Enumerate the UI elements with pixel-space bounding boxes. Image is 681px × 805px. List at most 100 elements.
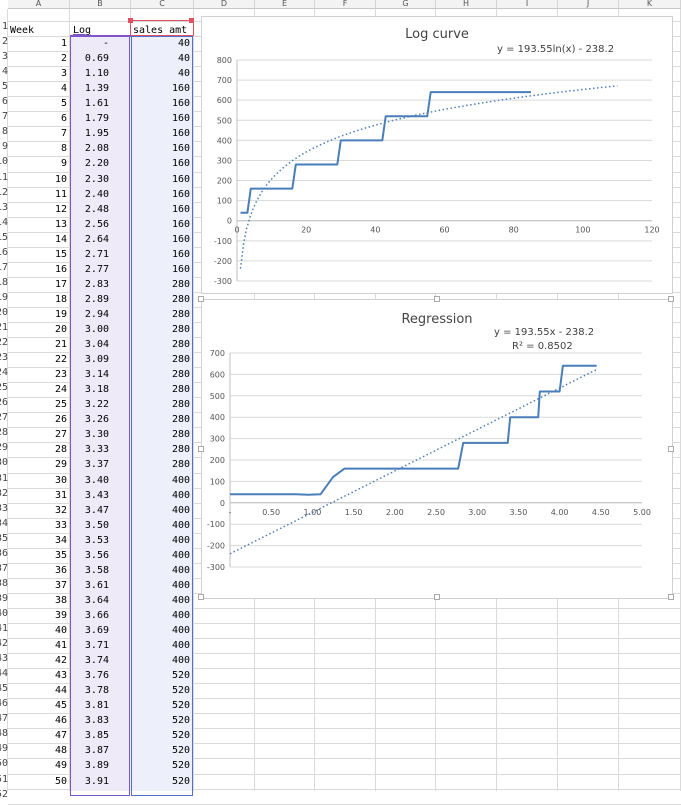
sales-cell[interactable]: 280 <box>171 309 190 320</box>
week-cell[interactable]: 37 <box>54 580 67 591</box>
row-number[interactable]: 29 <box>0 442 8 453</box>
sales-cell[interactable]: 160 <box>171 174 190 185</box>
week-cell[interactable]: 41 <box>54 640 67 651</box>
week-cell[interactable]: 18 <box>54 294 67 305</box>
log-cell[interactable]: 3.89 <box>84 760 109 771</box>
log-cell[interactable]: 1.79 <box>84 113 109 124</box>
column-header-d[interactable]: D <box>194 0 255 9</box>
week-cell[interactable]: 38 <box>54 595 67 606</box>
row-number[interactable]: 30 <box>0 457 8 468</box>
sales-cell[interactable]: 40 <box>177 68 190 79</box>
row-number[interactable]: 8 <box>1 126 8 137</box>
log-cell[interactable]: 3.43 <box>84 490 109 501</box>
sales-cell[interactable]: 400 <box>171 475 190 486</box>
row-number[interactable]: 36 <box>0 548 8 559</box>
log-cell[interactable]: 2.20 <box>84 158 109 169</box>
header-log[interactable]: Log <box>73 25 92 36</box>
week-cell[interactable]: 32 <box>54 505 67 516</box>
row-number[interactable]: 34 <box>0 518 8 529</box>
row-number[interactable]: 38 <box>0 578 8 589</box>
week-cell[interactable]: 21 <box>54 339 67 350</box>
column-header-a[interactable]: A <box>8 0 70 9</box>
log-cell[interactable]: 3.30 <box>84 429 109 440</box>
log-cell[interactable]: 2.30 <box>84 174 109 185</box>
row-number[interactable]: 50 <box>0 758 8 769</box>
week-cell[interactable]: 34 <box>54 535 67 546</box>
regression-chart[interactable]: Regression y = 193.55x - 238.2 R² = 0.85… <box>198 296 674 600</box>
log-cell[interactable]: 2.40 <box>84 189 109 200</box>
row-number[interactable]: 18 <box>0 277 8 288</box>
week-cell[interactable]: 13 <box>54 219 67 230</box>
row-number[interactable]: 31 <box>0 473 8 484</box>
week-cell[interactable]: 46 <box>54 715 67 726</box>
week-cell[interactable]: 48 <box>54 745 67 756</box>
row-number[interactable]: 45 <box>0 683 8 694</box>
log-cell[interactable]: 2.64 <box>84 234 109 245</box>
sales-cell[interactable]: 400 <box>171 580 190 591</box>
log-cell[interactable]: 3.53 <box>84 535 109 546</box>
sales-cell[interactable]: 280 <box>171 444 190 455</box>
row-number[interactable]: 40 <box>0 608 8 619</box>
row-number[interactable]: 37 <box>0 563 8 574</box>
log-cell[interactable]: 2.08 <box>84 143 109 154</box>
sales-cell[interactable]: 160 <box>171 128 190 139</box>
sales-cell[interactable]: 400 <box>171 490 190 501</box>
row-number[interactable]: 49 <box>0 743 8 754</box>
log-cell[interactable]: 1.39 <box>84 83 109 94</box>
week-cell[interactable]: 6 <box>60 113 67 124</box>
sales-cell[interactable]: 520 <box>171 776 190 787</box>
row-number[interactable]: 47 <box>0 713 8 724</box>
sales-cell[interactable]: 160 <box>171 158 190 169</box>
row-number[interactable]: 27 <box>0 412 8 423</box>
week-cell[interactable]: 17 <box>54 279 67 290</box>
row-number[interactable]: 39 <box>0 593 8 604</box>
sales-cell[interactable]: 160 <box>171 204 190 215</box>
log-cell[interactable]: 3.81 <box>84 700 109 711</box>
row-number[interactable]: 33 <box>0 503 8 514</box>
sales-cell[interactable]: 160 <box>171 219 190 230</box>
chart-resize-handle[interactable] <box>198 296 204 302</box>
sales-cell[interactable]: 400 <box>171 565 190 576</box>
sales-cell[interactable]: 280 <box>171 399 190 410</box>
row-number[interactable]: 41 <box>0 623 8 634</box>
week-cell[interactable]: 19 <box>54 309 67 320</box>
log-cell[interactable]: 3.83 <box>84 715 109 726</box>
sales-cell[interactable]: 280 <box>171 354 190 365</box>
log-cell[interactable]: 3.87 <box>84 745 109 756</box>
week-cell[interactable]: 16 <box>54 264 67 275</box>
sales-cell[interactable]: 160 <box>171 189 190 200</box>
log-cell[interactable]: 3.14 <box>84 369 109 380</box>
row-number[interactable]: 28 <box>0 427 8 438</box>
row-number[interactable]: 13 <box>0 202 8 213</box>
log-cell[interactable]: 3.69 <box>84 625 109 636</box>
column-header-c[interactable]: C <box>131 0 194 9</box>
log-cell[interactable]: 3.76 <box>84 670 109 681</box>
row-number[interactable]: 1 <box>1 21 8 32</box>
row-number[interactable]: 25 <box>0 382 8 393</box>
header-week[interactable]: Week <box>10 25 35 36</box>
week-cell[interactable]: 50 <box>54 776 67 787</box>
week-cell[interactable]: 5 <box>60 98 67 109</box>
sales-cell[interactable]: 40 <box>177 38 190 49</box>
selection-handle[interactable] <box>128 18 133 23</box>
column-header-h[interactable]: H <box>436 0 497 9</box>
sales-cell[interactable]: 520 <box>171 685 190 696</box>
column-header-f[interactable]: F <box>315 0 376 9</box>
column-header-g[interactable]: G <box>376 0 436 9</box>
row-number[interactable]: 15 <box>0 232 8 243</box>
sales-cell[interactable]: 160 <box>171 234 190 245</box>
row-number[interactable]: 5 <box>1 81 8 92</box>
column-header-j[interactable]: J <box>558 0 619 9</box>
row-number[interactable]: 12 <box>0 187 8 198</box>
row-number[interactable]: 4 <box>1 66 8 77</box>
week-cell[interactable]: 11 <box>54 189 67 200</box>
week-cell[interactable]: 4 <box>60 83 67 94</box>
header-sales-amt[interactable]: sales amt <box>133 25 188 36</box>
row-number[interactable]: 23 <box>0 352 8 363</box>
log-cell[interactable]: 2.48 <box>84 204 109 215</box>
row-number[interactable]: 26 <box>0 397 8 408</box>
log-cell[interactable]: 3.18 <box>84 384 109 395</box>
log-cell[interactable]: 3.47 <box>84 505 109 516</box>
chart-resize-handle[interactable] <box>434 594 440 600</box>
